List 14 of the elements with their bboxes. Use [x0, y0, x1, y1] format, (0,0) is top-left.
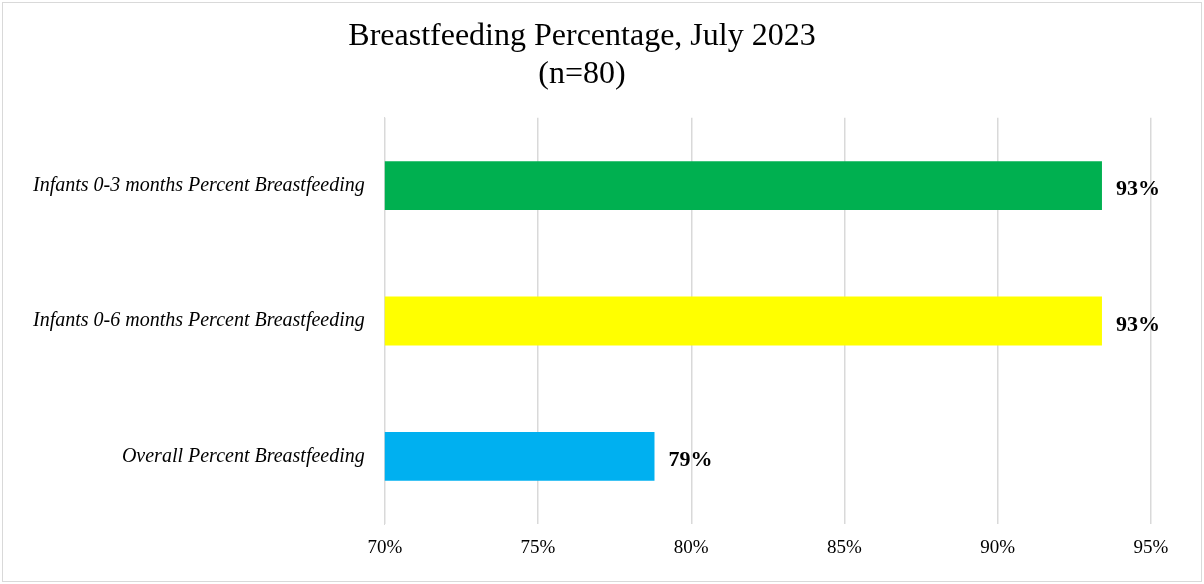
y-tick-label: Infants 0-3 months Percent Breastfeeding — [31, 172, 365, 196]
data-label: 93% — [1115, 310, 1160, 336]
chart-title: Breastfeeding Percentage, July 2023 — [348, 15, 816, 52]
x-tick-label: 95% — [1133, 535, 1169, 557]
y-tick-label: Overall Percent Breastfeeding — [121, 443, 365, 467]
x-tick-label: 75% — [520, 535, 556, 557]
data-label: 93% — [1115, 175, 1160, 201]
x-tick-label: 85% — [827, 535, 863, 557]
x-tick-label: 90% — [980, 535, 1016, 557]
x-tick-label: 80% — [673, 535, 709, 557]
y-tick-label: Infants 0-6 months Percent Breastfeeding — [31, 308, 365, 332]
x-tick-label: 70% — [367, 535, 403, 557]
chart-subtitle: (n=80) — [538, 54, 626, 91]
data-label: 79% — [668, 446, 713, 472]
